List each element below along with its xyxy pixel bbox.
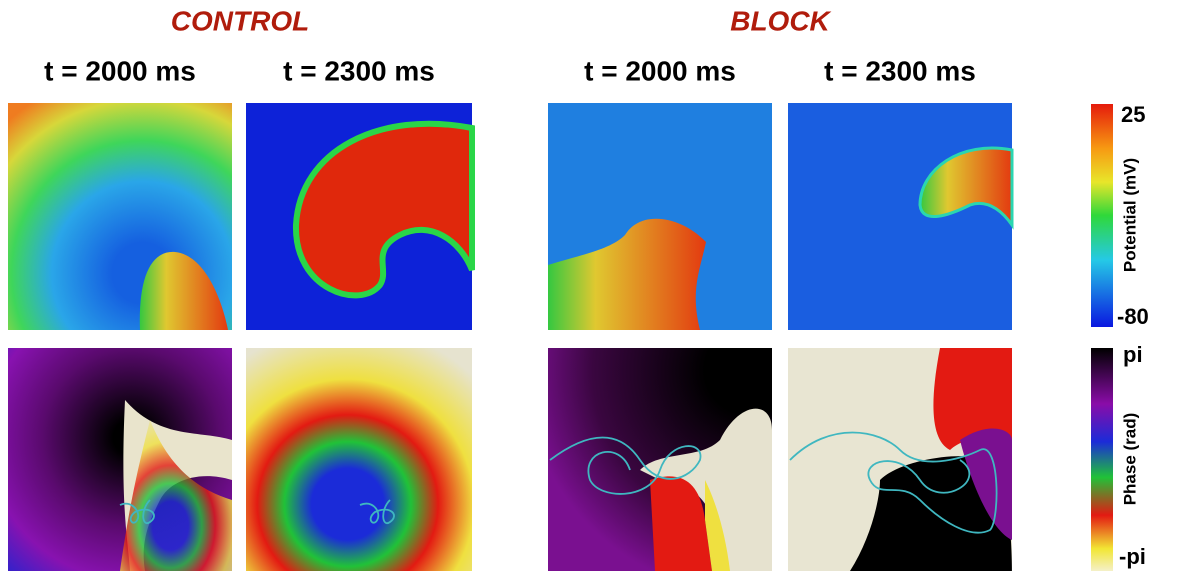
phase-map — [788, 348, 1012, 571]
group-title: CONTROL — [171, 5, 309, 36]
group-title: BLOCK — [730, 5, 831, 36]
time-label: t = 2000 ms — [44, 55, 196, 86]
colorbar-min: -pi — [1119, 544, 1146, 569]
potential-map — [548, 103, 772, 330]
phase-map — [246, 348, 472, 571]
potential-map — [8, 103, 232, 330]
time-label: t = 2300 ms — [824, 55, 976, 86]
potential-map — [788, 103, 1012, 330]
time-label: t = 2300 ms — [283, 55, 435, 86]
phase-map — [8, 348, 232, 571]
figure: CONTROL BLOCK t = 2000 ms t = 2300 ms t … — [0, 0, 1179, 571]
colorbar-max: pi — [1123, 342, 1143, 367]
colorbar-label: Phase (rad) — [1120, 413, 1139, 506]
colorbar-label: Potential (mV) — [1120, 158, 1139, 272]
colorbar-max: 25 — [1121, 102, 1145, 127]
phase-map — [548, 348, 772, 571]
time-label: t = 2000 ms — [584, 55, 736, 86]
potential-map — [246, 103, 472, 330]
colorbar-min: -80 — [1117, 304, 1149, 329]
colorbar — [1091, 348, 1113, 571]
colorbar — [1091, 104, 1113, 327]
